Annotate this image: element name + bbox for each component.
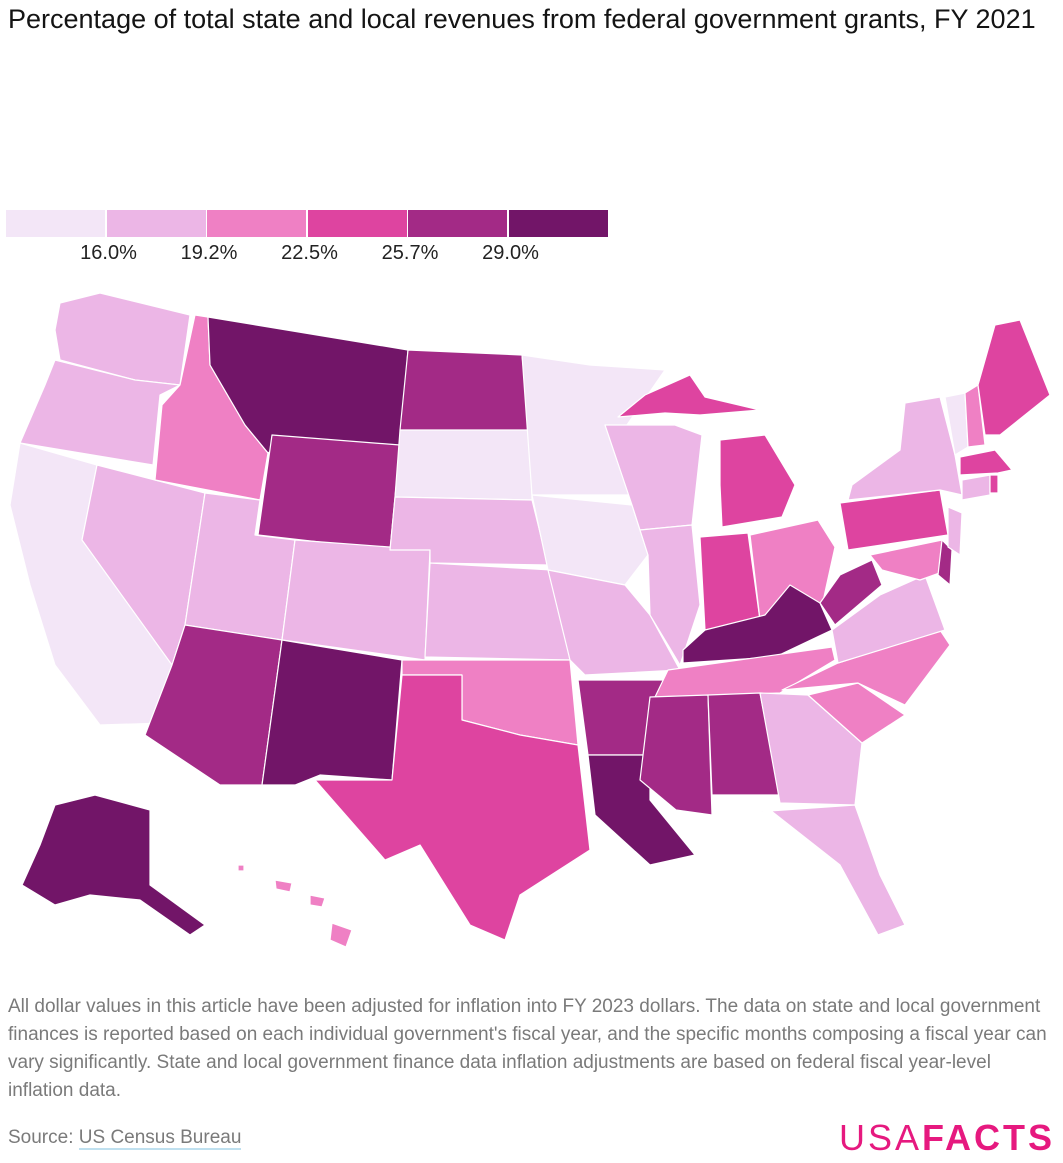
source-prefix: Source: (8, 1127, 79, 1148)
color-legend: 16.0% 19.2% 22.5% 25.7% 29.0% (6, 210, 608, 270)
legend-swatch (508, 210, 608, 237)
state-ia[interactable] (531, 494, 649, 586)
state-ri[interactable] (989, 474, 999, 494)
state-il[interactable] (639, 524, 701, 666)
source-link[interactable]: US Census Bureau (78, 1127, 242, 1150)
state-nj[interactable] (947, 506, 963, 556)
state-ny[interactable] (847, 396, 963, 501)
state-wy[interactable] (257, 434, 401, 551)
us-map-svg (9, 292, 1051, 948)
state-nm[interactable] (261, 639, 403, 786)
state-nd[interactable] (399, 349, 531, 436)
map-title: Percentage of total state and local reve… (8, 4, 1036, 34)
source-line: Source: US Census Bureau (8, 1127, 242, 1150)
logo-facts: FACTS (921, 1117, 1055, 1158)
state-va[interactable] (831, 574, 946, 664)
state-hi[interactable] (309, 894, 326, 908)
legend-tick: 16.0% (80, 242, 137, 264)
legend-tick: 22.5% (281, 242, 338, 264)
state-ks[interactable] (424, 562, 571, 661)
state-md[interactable] (869, 539, 949, 581)
state-co[interactable] (281, 539, 431, 661)
legend-swatch (207, 210, 306, 237)
legend-tick: 19.2% (180, 242, 238, 264)
state-ma[interactable] (959, 449, 1013, 476)
state-hi[interactable] (274, 879, 293, 893)
legend-swatch (106, 210, 206, 237)
legend-swatch (6, 210, 105, 237)
state-ak[interactable] (21, 794, 206, 936)
us-map (0, 285, 1063, 965)
state-mi[interactable] (617, 374, 761, 418)
legend-tick: 25.7% (381, 242, 439, 264)
state-sd[interactable] (394, 429, 533, 501)
state-ms[interactable] (639, 694, 713, 816)
legend-tick: 29.0% (482, 242, 539, 264)
legend-swatch (408, 210, 507, 237)
usafacts-logo: USAFACTS (839, 1117, 1055, 1159)
state-nh[interactable] (964, 384, 986, 448)
state-mi[interactable] (719, 434, 796, 528)
state-fl[interactable] (711, 804, 906, 936)
legend-swatch (307, 210, 407, 237)
logo-usa: USA (838, 1117, 922, 1158)
state-or[interactable] (19, 359, 181, 466)
footnote: All dollar values in this article have b… (8, 996, 1047, 1101)
state-tx[interactable] (314, 674, 591, 941)
state-hi[interactable] (237, 864, 245, 872)
state-wv[interactable] (819, 559, 883, 626)
state-tn[interactable] (654, 646, 836, 698)
state-ct[interactable] (961, 474, 991, 501)
state-me[interactable] (977, 319, 1051, 436)
state-hi[interactable] (329, 922, 353, 948)
state-sc[interactable] (807, 682, 906, 744)
